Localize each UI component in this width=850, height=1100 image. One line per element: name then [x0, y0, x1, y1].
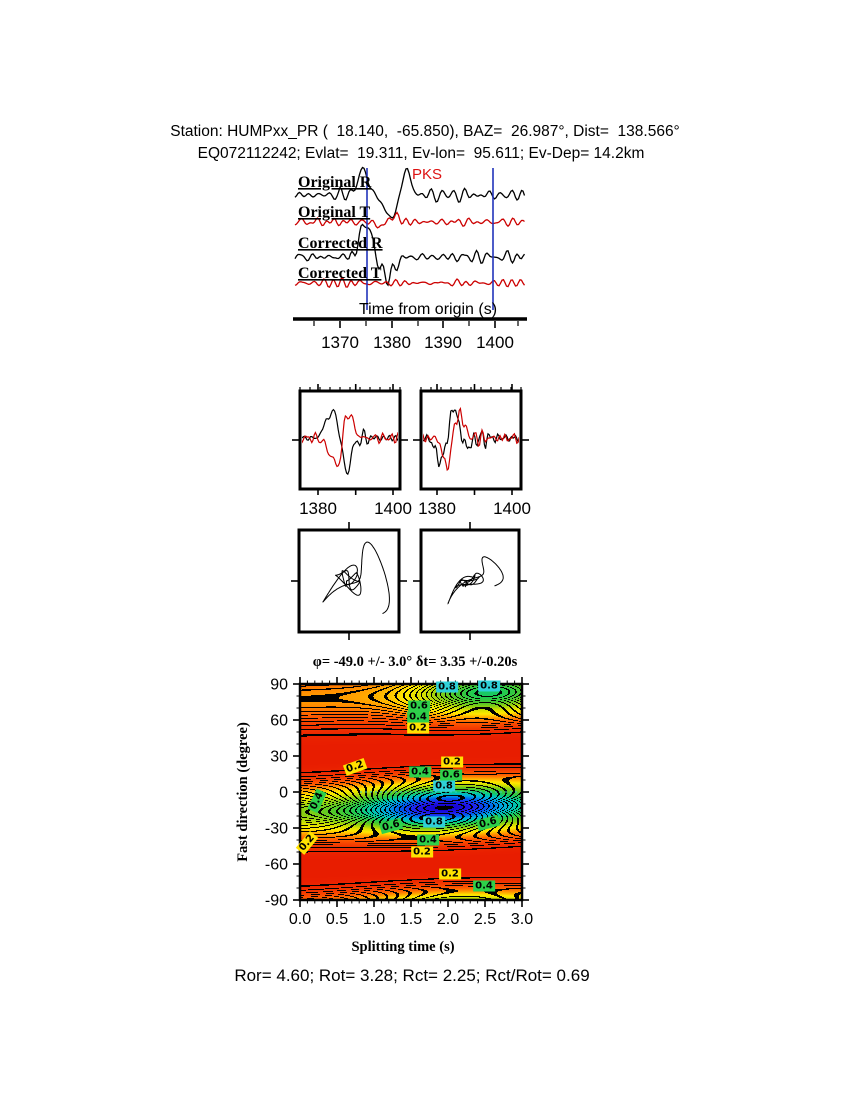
particle-motion-box-right: [419, 528, 521, 634]
contour-title: φ= -49.0 +/- 3.0° δt= 3.35 +/-0.20s: [313, 654, 518, 670]
xtick-0.0: 0.0: [289, 911, 311, 928]
ytick-30: 30: [270, 749, 288, 766]
contour-ylabel: Fast direction (degree): [235, 722, 251, 862]
trace-label-corrected-r: Corrected R: [298, 235, 383, 252]
trace-corrected-t: [294, 277, 526, 289]
time-tick-1370: 1370: [321, 333, 359, 352]
time-tick-1390: 1390: [424, 333, 462, 352]
particle-motion-original: [321, 541, 390, 615]
xtick-2.0: 2.0: [437, 911, 459, 928]
compare-tick-left-1400: 1400: [374, 499, 412, 518]
xtick-0.5: 0.5: [326, 911, 348, 928]
ytick-n90: -90: [265, 893, 288, 910]
trace-original-r: [294, 166, 526, 219]
trace-label-original-r: Original R: [298, 174, 372, 191]
compare-tick-left-1380: 1380: [299, 499, 337, 518]
trace-label-original-t: Original T: [298, 204, 370, 221]
time-tick-1400: 1400: [476, 333, 514, 352]
ytick-90: 90: [270, 677, 288, 694]
trace-label-corrected-t: Corrected T: [298, 265, 382, 282]
ytick-n60: -60: [265, 857, 288, 874]
result-summary-line: Ror= 4.60; Rot= 3.28; Rct= 2.25; Rct/Rot…: [234, 966, 589, 985]
station-header-line: Station: HUMPxx_PR ( 18.140, -65.850), B…: [170, 123, 680, 140]
time-tick-1380: 1380: [373, 333, 411, 352]
particle-motion-corrected: [447, 556, 504, 605]
xtick-3.0: 3.0: [511, 911, 533, 928]
compare-left-black: [302, 408, 398, 476]
ytick-60: 60: [270, 713, 288, 730]
time-axis-title: Time from origin (s): [359, 301, 497, 318]
event-header-line: EQ072112242; Evlat= 19.311, Ev-lon= 95.6…: [198, 145, 645, 162]
contour-xlabel: Splitting time (s): [351, 939, 454, 955]
compare-tick-right-1400: 1400: [493, 499, 531, 518]
comparison-box-right: [419, 389, 523, 491]
trace-original-t: [294, 211, 525, 229]
compare-left-red: [302, 413, 398, 468]
phase-pick-label: PKS: [412, 166, 442, 183]
particle-motion-box-left: [297, 528, 401, 634]
ytick-0: 0: [279, 785, 288, 802]
comparison-box-left: [298, 389, 402, 491]
xtick-1.5: 1.5: [400, 911, 422, 928]
contour-frame: [298, 682, 524, 902]
xtick-1.0: 1.0: [363, 911, 385, 928]
xtick-2.5: 2.5: [474, 911, 496, 928]
ytick-n30: -30: [265, 821, 288, 838]
compare-tick-right-1380: 1380: [418, 499, 456, 518]
compare-right-red: [423, 406, 519, 472]
trace-corrected-r: [294, 223, 526, 287]
